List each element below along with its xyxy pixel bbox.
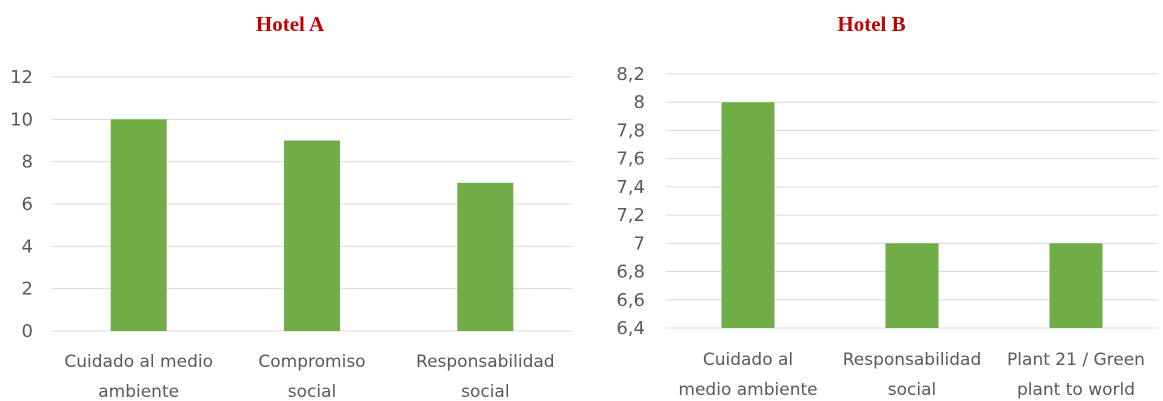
y-tick-label: 6,6	[616, 290, 645, 311]
y-tick-label: 7,2	[616, 205, 645, 226]
chart-plot-area: 6,4 6,6 6,8 7 7,2 7,4 7,6 7,8 8 8,2 Cuidado al medi…	[616, 64, 1158, 400]
chart-title: Hotel B	[837, 12, 906, 36]
x-category-label: Plant 21 / Green	[1007, 350, 1145, 370]
y-tick-label: 7,6	[616, 149, 645, 170]
bar	[110, 119, 167, 331]
bar	[284, 140, 340, 331]
y-tick-label: 0	[22, 321, 33, 342]
x-category-label: Responsabilidad	[416, 352, 555, 372]
y-tick-label: 6,4	[616, 318, 645, 339]
y-tick-label: 8	[22, 152, 33, 173]
bar	[885, 243, 939, 328]
x-category-label: Cuidado al	[703, 350, 793, 370]
y-tick-label: 7,4	[616, 177, 645, 198]
y-tick-label: 12	[10, 67, 33, 88]
y-tick-label: 2	[22, 279, 33, 300]
y-tick-label: 8,2	[616, 64, 645, 85]
y-tick-label: 6	[22, 194, 33, 215]
bar	[721, 102, 775, 328]
x-category-label: medio ambiente	[678, 380, 817, 400]
chart-plot-area: 0 2 4 6 8 10 12 Cuidado al medio ambiente Comprom…	[10, 67, 572, 401]
x-category-label: social	[888, 380, 936, 400]
chart-title: Hotel A	[255, 12, 325, 36]
y-tick-label: 7	[634, 233, 645, 254]
y-tick-label: 8	[634, 92, 645, 113]
x-category-label: Compromiso	[258, 352, 365, 372]
bar	[457, 182, 514, 331]
y-tick-label: 10	[10, 109, 33, 130]
y-tick-label: 7,8	[616, 120, 645, 141]
bar	[1049, 243, 1103, 328]
x-category-label: plant to world	[1017, 380, 1135, 400]
x-category-label: ambiente	[98, 382, 179, 401]
x-category-label: Responsabilidad	[843, 350, 982, 370]
x-category-label: social	[461, 382, 509, 401]
x-category-label: Cuidado al medio	[64, 352, 213, 372]
chart-hotel-b: Hotel B 6,4 6,6 6,8 7 7,2 7,4 7,6 7,8 8 8,2 Cuidad…	[580, 0, 1163, 401]
y-tick-label: 6,8	[616, 262, 645, 283]
y-tick-label: 4	[22, 236, 33, 257]
x-category-label: social	[288, 382, 336, 401]
chart-hotel-a: Hotel A 0 2 4 6 8 10 12 Cuidado al medio ambient…	[0, 0, 580, 401]
